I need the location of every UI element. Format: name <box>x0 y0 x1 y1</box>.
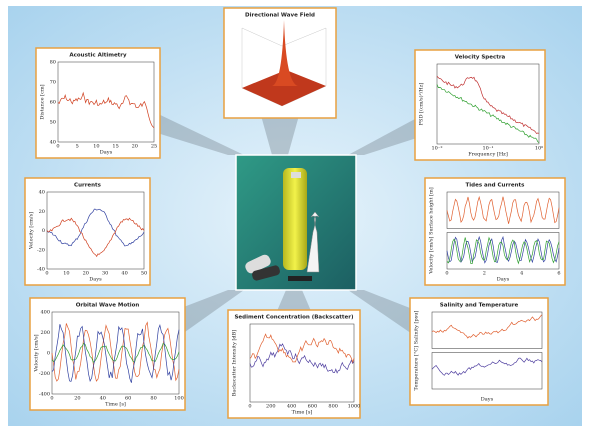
x-tick-label: 25 <box>151 144 157 150</box>
y-axis-label: Distance [cm] <box>40 84 46 119</box>
x-tick-label: 4 <box>520 271 523 277</box>
x-tick-label: 10⁻² <box>431 146 442 152</box>
y-tick-label: 400 <box>40 310 50 316</box>
panel: Tides and Currents 0 2 4 6 Days Velocity [cm/s… <box>425 178 565 285</box>
panel: Sediment Concentration (Backscatter) 0 200… <box>228 310 360 418</box>
x-tick-label: 10⁰ <box>535 146 543 152</box>
x-tick-label: 0 <box>248 404 251 410</box>
panel: Acoustic Altimetry 0 5 10 15 20 25 80 70 60 50 40 Da… <box>36 48 160 158</box>
x-axis-label: Frequency [Hz] <box>468 152 508 158</box>
panel-title: Orbital Wave Motion <box>76 303 140 309</box>
y-tick-label: 200 <box>40 330 50 336</box>
x-tick-label: 5 <box>76 144 79 150</box>
x-tick-label: 15 <box>112 144 118 150</box>
x-tick-label: 10 <box>63 271 69 277</box>
x-tick-label: 100 <box>174 396 184 402</box>
panel-title: Sediment Concentration (Backscatter) <box>234 315 354 321</box>
panel-title: Salinity and Temperature <box>440 303 519 309</box>
y-axis-label: Velocity [cm/s] <box>29 212 35 250</box>
poster: Acoustic Altimetry05101520258070605040Da… <box>0 0 590 434</box>
y-tick-label: 80 <box>50 60 56 66</box>
x-tick-label: 200 <box>266 404 276 410</box>
x-tick-label: 80 <box>150 396 156 402</box>
y-tick-label: 0 <box>47 351 50 357</box>
x-tick-label: 10 <box>93 144 99 150</box>
x-tick-label: 30 <box>102 271 108 277</box>
x-tick-label: 50 <box>141 271 147 277</box>
panel-frame <box>415 50 545 160</box>
y-tick-label: 50 <box>50 120 56 126</box>
x-tick-label: 0 <box>445 271 448 277</box>
y-axis-label: Backscatter Intensity [dB] <box>232 330 238 397</box>
x-axis-label: Days <box>89 277 102 283</box>
instrument-photo <box>236 155 356 290</box>
x-tick-label: 6 <box>557 271 560 277</box>
y-axis-label: Velocity [cm/s] <box>34 334 40 372</box>
y-tick-label: 20 <box>39 209 45 215</box>
x-axis-label: Days <box>481 397 494 403</box>
x-tick-label: 2 <box>483 271 486 277</box>
y-tick-label: -400 <box>39 392 50 398</box>
y-tick-label: -40 <box>37 267 45 273</box>
x-tick-label: 0 <box>50 396 53 402</box>
x-tick-label: 60 <box>125 396 131 402</box>
panel: Salinity and Temperature Days Temperature … <box>410 298 548 405</box>
x-tick-label: 20 <box>74 396 80 402</box>
x-axis-label: Time [s] <box>292 410 313 416</box>
y-tick-label: 40 <box>50 140 56 146</box>
y-axis-label: Temperature [°C] Salinity [psu] <box>414 311 420 391</box>
x-tick-label: 20 <box>132 144 138 150</box>
x-axis-label: Days <box>100 150 113 156</box>
panel-title: Velocity Spectra <box>455 55 506 61</box>
x-axis-label: Time [s] <box>105 402 126 408</box>
x-tick-label: 0 <box>45 271 48 277</box>
panel-title: Tides and Currents <box>466 183 526 189</box>
y-tick-label: 40 <box>39 190 45 196</box>
x-tick-label: 800 <box>328 404 338 410</box>
y-tick-label: 70 <box>50 80 56 86</box>
y-axis-label: Velocity [cm/s] Surface height [m] <box>429 187 435 275</box>
y-axis-label: PSD [(cm/s)²/Hz] <box>418 83 425 126</box>
panel-title: Acoustic Altimetry <box>69 53 127 59</box>
y-tick-label: -200 <box>39 371 50 377</box>
panel: Currents 0 10 20 30 40 50 40 20 0 -20 -40 Days Veloci… <box>25 178 150 285</box>
x-axis-label: Days <box>497 277 510 283</box>
x-tick-label: 1000 <box>348 404 361 410</box>
x-tick-label: 0 <box>56 144 59 150</box>
x-tick-label: 20 <box>83 271 89 277</box>
panel: Directional Wave Field <box>224 8 336 118</box>
panel-title: Currents <box>74 183 102 189</box>
panel-title: Directional Wave Field <box>245 13 315 19</box>
y-tick-label: -20 <box>37 247 45 253</box>
x-tick-label: 40 <box>121 271 127 277</box>
y-tick-label: 60 <box>50 100 56 106</box>
y-tick-label: 0 <box>42 228 45 234</box>
